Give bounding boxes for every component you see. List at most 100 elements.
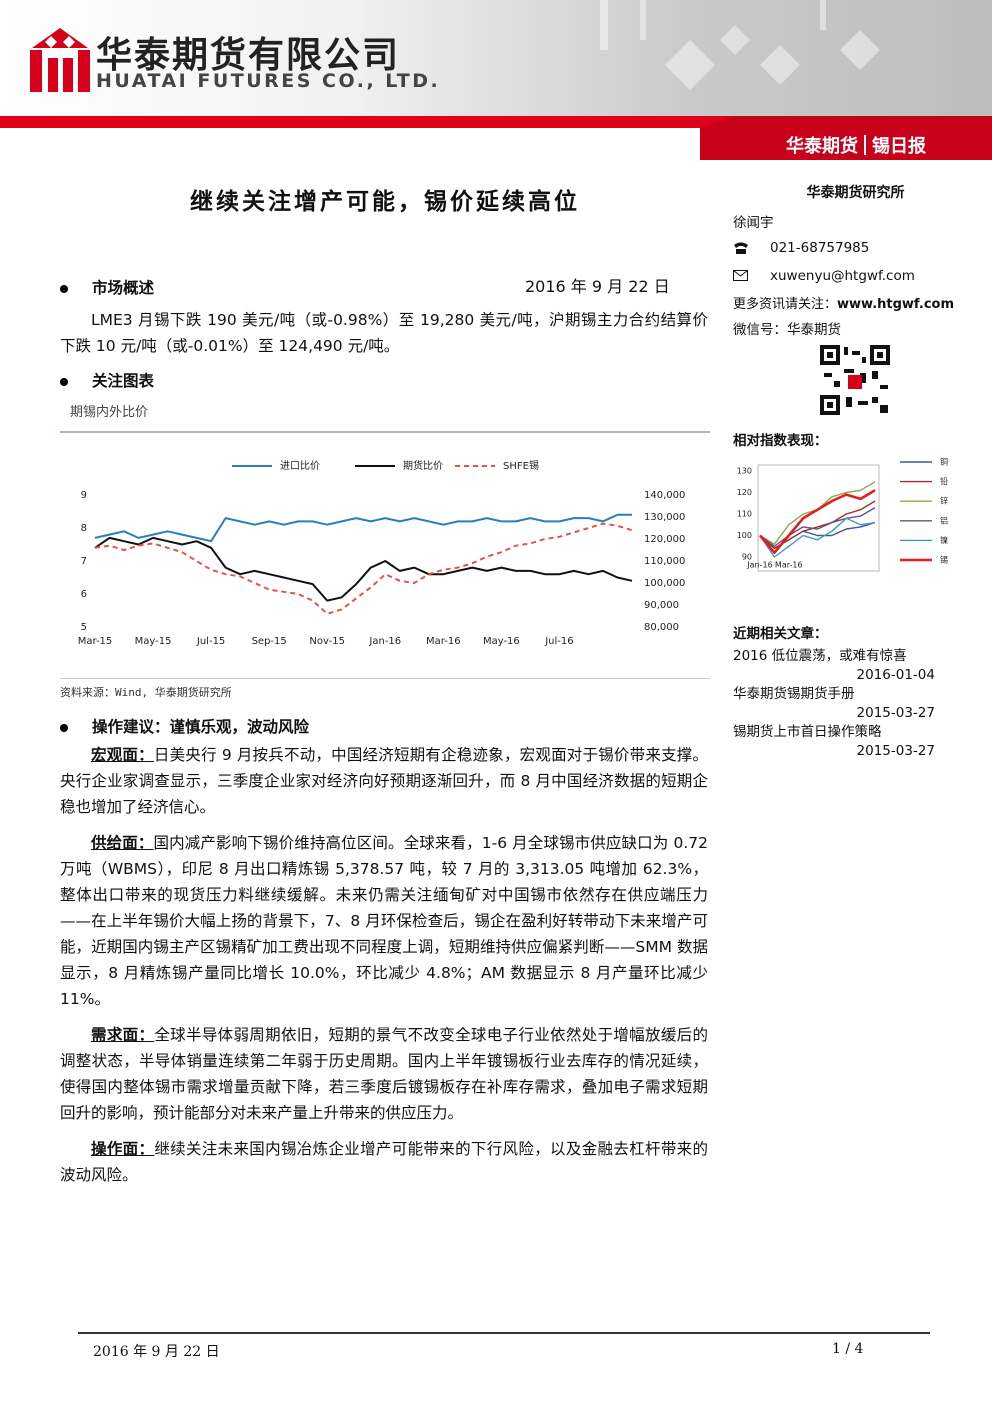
legend-label: 期货比价 — [403, 459, 443, 472]
paragraph-lead: 宏观面： — [91, 746, 154, 764]
series-line — [759, 489, 876, 554]
x-tick-label: Jan-16 — [368, 636, 401, 647]
legend-label: 锌 — [940, 496, 948, 506]
legend-label: 铜 — [940, 457, 948, 467]
section-heading: 关注图表 — [60, 369, 154, 391]
heading-text: 关注图表 — [92, 372, 155, 390]
x-tick-label: Nov-15 — [309, 636, 345, 647]
report-date: 2016 年 9 月 22 日 — [525, 277, 670, 296]
heading-text: 操作建议：谨慎乐观，波动风险 — [92, 718, 310, 736]
series-line — [94, 536, 633, 602]
y2-tick-label: 80,000 — [644, 622, 679, 633]
institute: 华泰期货研究所 — [806, 185, 905, 201]
wechat: 微信号：华泰期货 — [733, 322, 841, 338]
bullet — [60, 284, 68, 293]
chart-title: 相对指数表现： — [733, 433, 828, 449]
y-tick-label: 120 — [737, 488, 752, 497]
company-name: 华泰期货有限公司 — [96, 35, 401, 76]
y-tick-label: 5 — [81, 622, 87, 633]
analyst: 徐闻宇 — [733, 215, 774, 231]
legend-label: 铝 — [940, 515, 948, 525]
paragraph: 宏观面：日美央行 9 月按兵不动，中国经济短期有企稳迹象，宏观面对于锡价带来支撑… — [60, 742, 708, 820]
paragraph: 供给面：国内减产影响下锡价维持高位区间。全球来看，1-6 月全球锡市供应缺口为 … — [60, 830, 708, 1012]
section-heading: 市场概述 — [60, 276, 154, 298]
y2-tick-label: 90,000 — [644, 600, 679, 611]
y-tick-label: 8 — [81, 523, 87, 534]
bullet — [60, 377, 68, 386]
article-title[interactable]: 华泰期货锡期货手册 — [733, 686, 855, 702]
follow: 更多资讯请关注：www.htgwf.com — [733, 293, 954, 312]
related-list: 2016 低位震荡，或难有惊喜 2016-01-04 华泰期货锡期货手册 201… — [733, 647, 935, 761]
article-title[interactable]: 锡期货上市首日操作策略 — [733, 724, 882, 740]
series-line — [94, 513, 632, 543]
paragraph-text: 日美央行 9 月按兵不动，中国经济短期有企稳迹象，宏观面对于锡价带来支撑。央行企… — [60, 746, 708, 816]
footer-date: 2016 年 9 月 22 日 — [93, 1344, 220, 1360]
header-decor — [30, 0, 880, 92]
paragraph-text: 国内减产影响下锡价维持高位区间。全球来看，1-6 月全球锡市供应缺口为 0.72… — [60, 834, 708, 1008]
company-english: HUATAI FUTURES CO., LTD. — [96, 70, 441, 92]
y-tick-label: 6 — [81, 589, 87, 600]
article-date: 2016-01-04 — [856, 667, 935, 683]
section-heading: 操作建议：谨慎乐观，波动风险 — [60, 715, 309, 737]
paragraph-lead: 操作面： — [91, 1140, 155, 1158]
y-tick-label: 9 — [81, 490, 87, 501]
paragraph-text: 全球半导体弱周期依旧，短期的景气不改变全球电子行业依然处于增幅放缓后的调整状态，… — [60, 1026, 708, 1122]
y2-tick-label: 110,000 — [644, 556, 685, 567]
x-tick-label: May-16 — [483, 636, 520, 647]
legend-label: 镍 — [940, 535, 948, 545]
chart-source: 资料来源：Wind, 华泰期货研究所 — [60, 686, 232, 699]
report-name: 锡日报 — [872, 136, 926, 157]
paragraph: 需求面：全球半导体弱周期依旧，短期的景气不改变全球电子行业依然处于增幅放缓后的调… — [60, 1022, 708, 1126]
series-line — [759, 506, 876, 547]
paragraph: LME3 月锡下跌 190 美元/吨（或-0.98%）至 19,280 美元/吨… — [60, 311, 708, 355]
y-tick-label: 90 — [742, 553, 752, 562]
x-tick-label: Jul-16 — [544, 636, 573, 647]
footer-rule — [78, 1332, 930, 1334]
paragraph-lead: 需求面： — [91, 1026, 155, 1044]
legend-label: 铅 — [940, 476, 948, 486]
article-title[interactable]: 2016 低位震荡，或难有惊喜 — [733, 648, 907, 664]
page-number: 1 / 4 — [832, 1341, 864, 1357]
legend-label: 进口比价 — [280, 460, 320, 472]
x-tick-label: Jul-15 — [196, 636, 225, 647]
series-line — [94, 522, 633, 615]
y-tick-label: 100 — [737, 531, 752, 540]
y-tick-label: 7 — [81, 556, 87, 567]
y-tick-label: 110 — [737, 510, 752, 519]
x-tick-label: May-15 — [135, 636, 172, 647]
header-band: 华泰期货有限公司 HUATAI FUTURES CO., LTD. — [0, 0, 992, 116]
heading-text: 市场概述 — [92, 279, 155, 297]
y2-tick-label: 130,000 — [644, 512, 685, 523]
report-title: 继续关注增产可能，锡价延续高位 — [190, 188, 580, 215]
x-tick-label: Mar-16 — [775, 561, 803, 570]
advice-body: 宏观面：日美央行 9 月按兵不动，中国经济短期有企稳迹象，宏观面对于锡价带来支撑… — [60, 742, 708, 1188]
series-line — [759, 481, 876, 545]
legend-label: 锡 — [940, 556, 948, 565]
report-tag-bg — [700, 116, 992, 160]
qr-code — [820, 345, 890, 415]
x-tick-label: Mar-16 — [426, 636, 461, 647]
legend-label: SHFE锡 — [503, 459, 539, 472]
report-tag: 华泰期货 锡日报 — [786, 132, 926, 158]
article-date: 2015-03-27 — [856, 743, 935, 759]
separator — [864, 135, 866, 155]
chart-frame-bottom — [60, 678, 710, 679]
paragraph: 操作面：继续关注未来国内锡冶炼企业增产可能带来的下行风险，以及金融去杠杆带来的波… — [60, 1136, 708, 1188]
x-tick-label: Sep-15 — [252, 636, 287, 647]
x-tick-label: Mar-15 — [78, 636, 113, 647]
y2-tick-label: 120,000 — [644, 534, 685, 545]
email-icon — [733, 270, 748, 281]
y2-tick-label: 100,000 — [644, 578, 685, 589]
bullet — [60, 723, 68, 732]
follow-label: 更多资讯请关注： — [733, 297, 838, 312]
plot-frame — [757, 464, 880, 572]
paragraph-lead: 供给面： — [91, 834, 154, 852]
series-line — [759, 517, 876, 558]
x-tick-label: Jan-16 — [746, 561, 772, 570]
paragraph-text: 继续关注未来国内锡冶炼企业增产可能带来的下行风险，以及金融去杠杆带来的波动风险。 — [60, 1140, 708, 1184]
y2-tick-label: 140,000 — [644, 490, 685, 501]
article-date: 2015-03-27 — [856, 705, 935, 721]
